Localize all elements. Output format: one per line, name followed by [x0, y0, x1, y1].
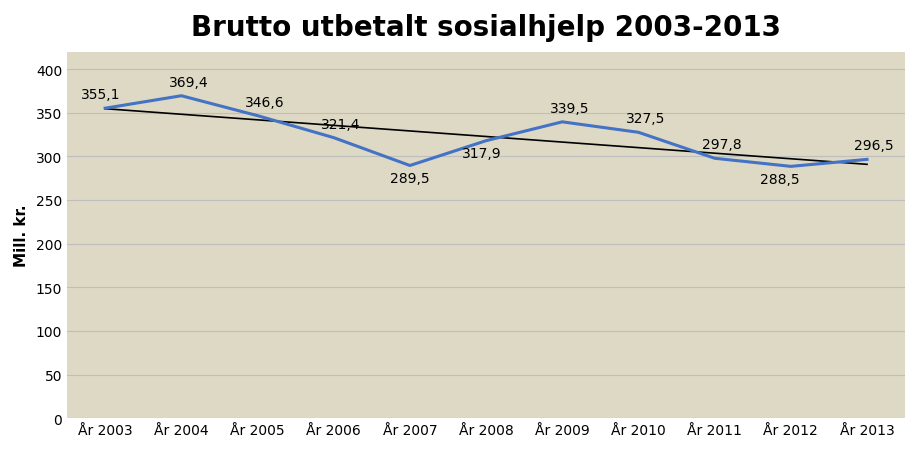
Text: 355,1: 355,1 — [81, 88, 120, 102]
Text: 327,5: 327,5 — [626, 112, 665, 126]
Text: 339,5: 339,5 — [550, 101, 589, 115]
Text: 297,8: 297,8 — [702, 138, 742, 152]
Text: 346,6: 346,6 — [244, 96, 284, 110]
Text: 296,5: 296,5 — [854, 139, 894, 153]
Title: Brutto utbetalt sosialhjelp 2003-2013: Brutto utbetalt sosialhjelp 2003-2013 — [191, 14, 781, 42]
Text: 288,5: 288,5 — [760, 172, 800, 186]
Text: 321,4: 321,4 — [321, 117, 360, 131]
Text: 289,5: 289,5 — [390, 171, 430, 185]
Y-axis label: Mill. kr.: Mill. kr. — [14, 204, 28, 267]
Text: 369,4: 369,4 — [168, 76, 208, 90]
Text: 317,9: 317,9 — [462, 147, 502, 161]
